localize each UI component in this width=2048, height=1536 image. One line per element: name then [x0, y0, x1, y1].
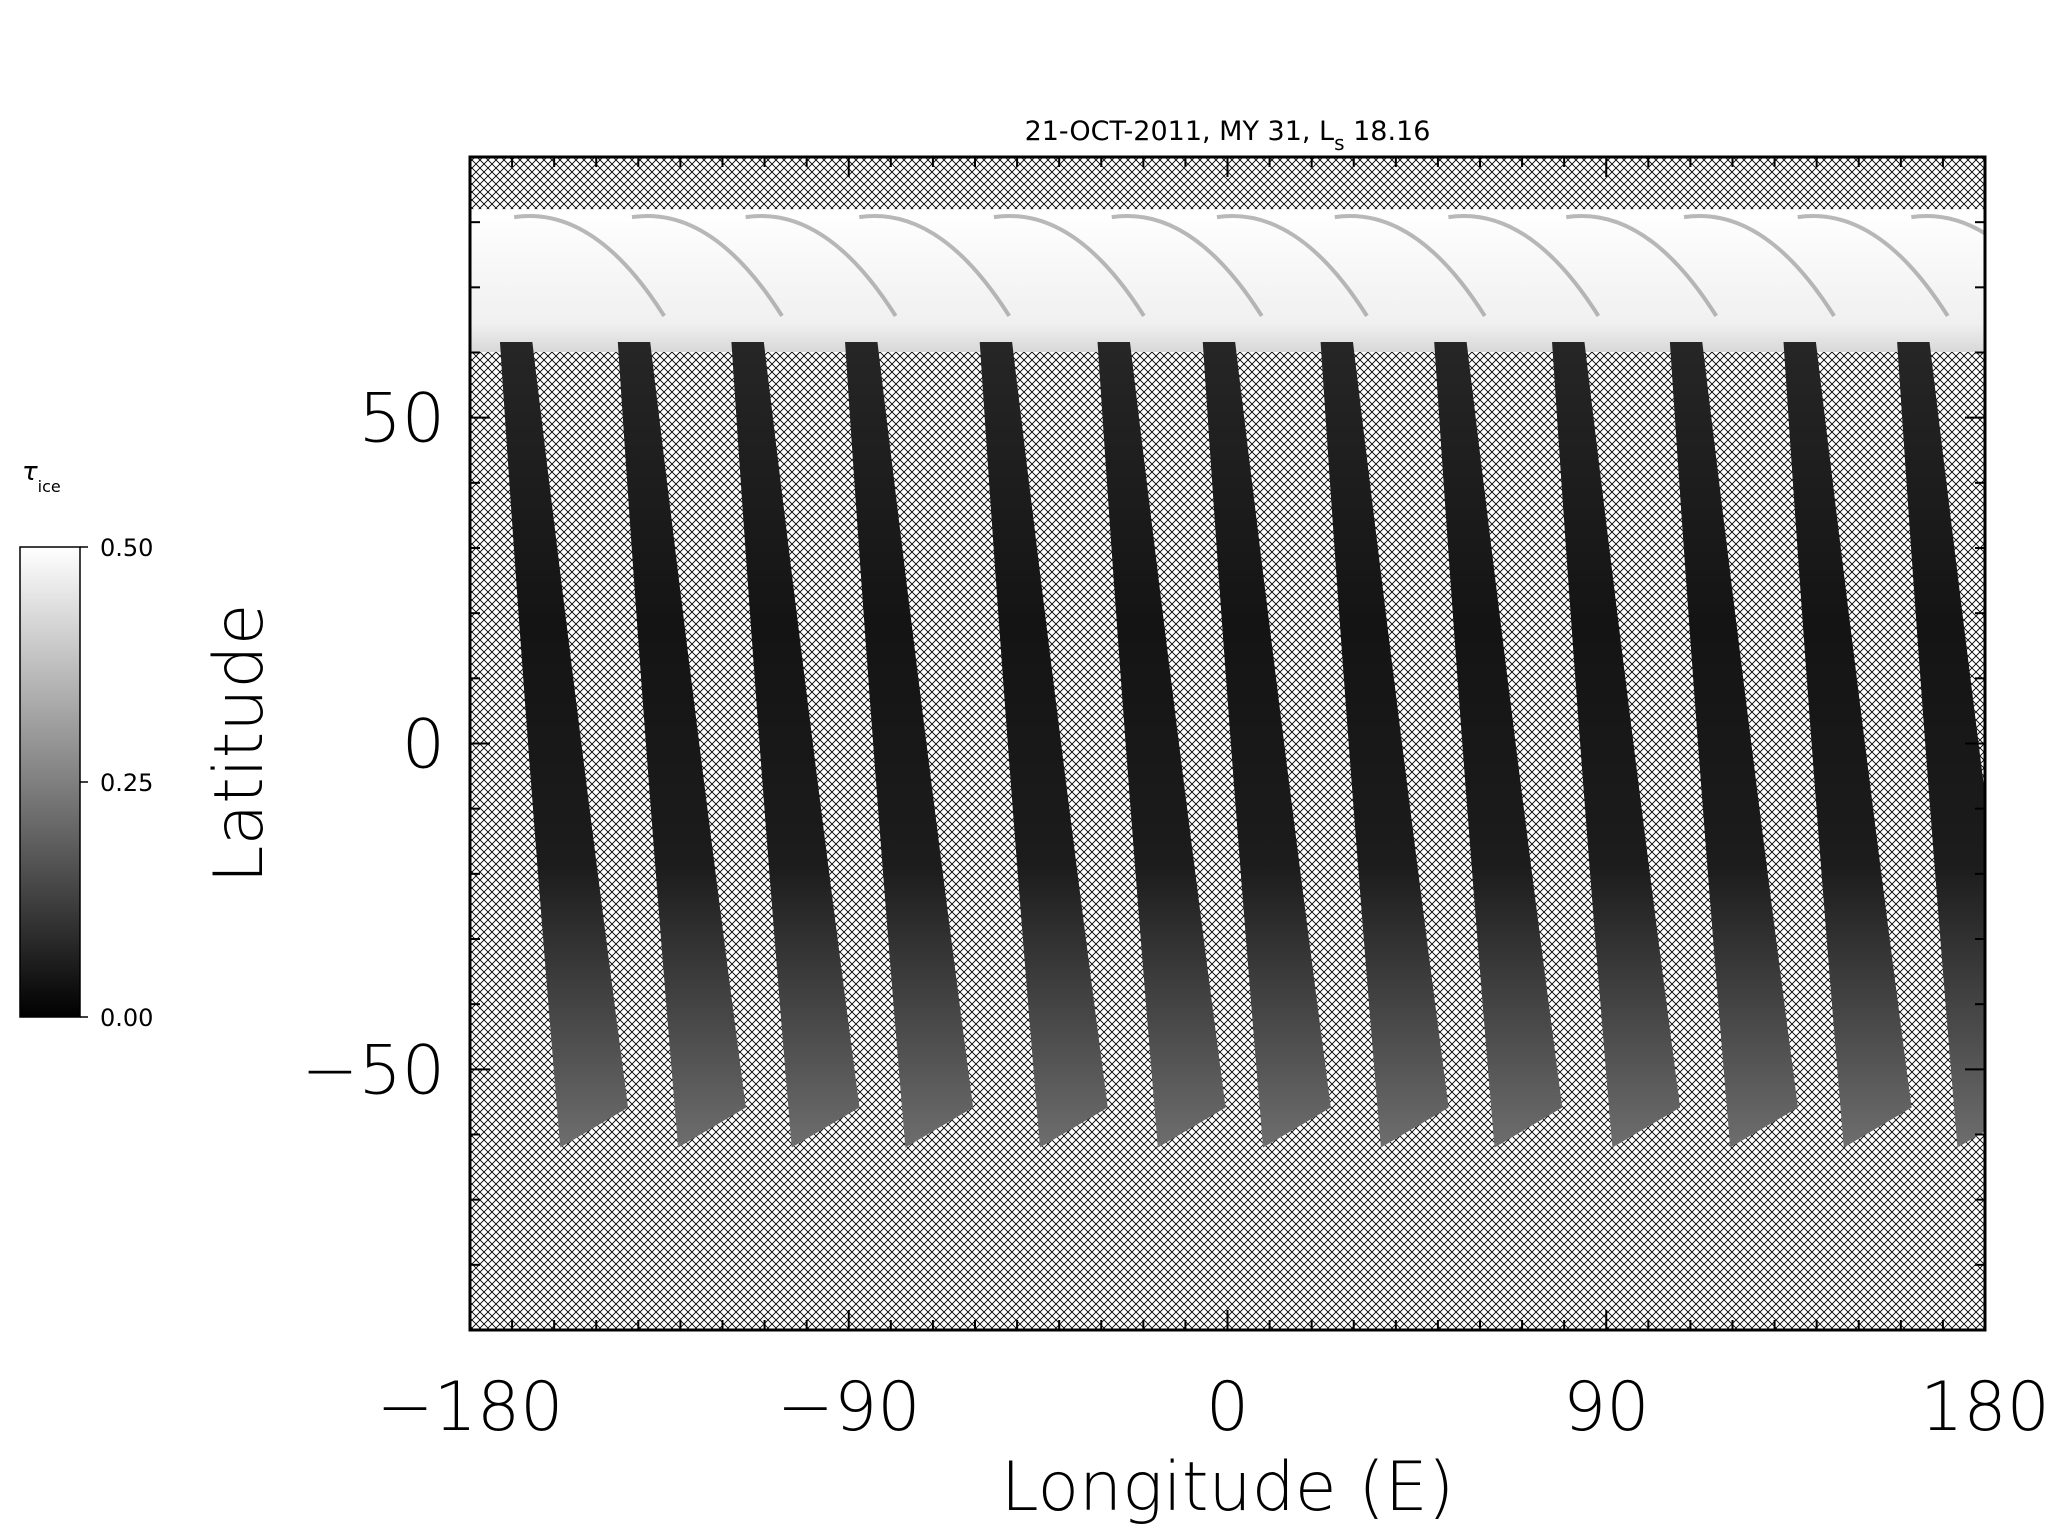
colorbar-tick-label: 0.00 [100, 1004, 153, 1032]
x-tick-label: 90 [1563, 1368, 1650, 1447]
y-tick-label: 0 [402, 706, 445, 785]
swath-6 [1202, 341, 1331, 1148]
x-tick-label: −180 [377, 1368, 564, 1447]
swath-0 [499, 341, 629, 1148]
x-tick-label: 0 [1206, 1368, 1249, 1447]
y-tick-label: 50 [358, 380, 445, 459]
minor-ticks [469, 156, 1986, 1331]
swath-10 [1669, 341, 1798, 1148]
cap-arc-4 [993, 214, 1146, 318]
cap-arc-9 [1565, 214, 1718, 318]
cap-arc-2 [745, 214, 898, 318]
swath-3 [845, 341, 974, 1148]
cap-arc-7 [1334, 214, 1487, 318]
chart-title: 21-OCT-2011, MY 31, Ls 18.16 [1025, 116, 1431, 155]
swath-9 [1552, 341, 1681, 1148]
colorbar-title: τice [22, 457, 61, 496]
swath-1 [617, 341, 746, 1148]
swath-11 [1783, 341, 1912, 1148]
cap-arc-6 [1216, 214, 1369, 318]
swath-2 [731, 341, 860, 1148]
cap-arc-0 [513, 214, 666, 318]
colorbar: τice 0.00 0.25 0.50 [19, 457, 153, 1032]
plot-area [468, 155, 1987, 1332]
colorbar-tick-label: 0.25 [100, 769, 153, 797]
cap-arc-5 [1111, 214, 1264, 318]
swath-4 [979, 341, 1108, 1148]
cap-arc-11 [1797, 214, 1950, 318]
cap-arc-3 [858, 214, 1011, 318]
x-tick-label: 180 [1920, 1368, 2048, 1447]
cap-arc-1 [631, 214, 784, 318]
x-tick-label: −90 [777, 1368, 921, 1447]
cap-arc-8 [1448, 214, 1601, 318]
y-axis: 50 0 −50 [301, 380, 445, 1111]
colorbar-gradient [19, 546, 81, 1018]
cap-arc-12 [1911, 214, 1985, 236]
colorbar-tick-label: 0.50 [100, 534, 153, 562]
swath-12 [1897, 341, 1985, 1148]
swath-8 [1434, 341, 1563, 1148]
x-axis-label: Longitude (E) [1001, 1448, 1455, 1527]
cap-arc-10 [1683, 214, 1836, 318]
colorbar-ticks: 0.00 0.25 0.50 [80, 534, 153, 1032]
y-axis-label: Latitude [200, 604, 279, 884]
swath-5 [1097, 341, 1226, 1148]
polar-cap-band [470, 209, 1985, 352]
swath-7 [1320, 341, 1449, 1148]
y-tick-label: −50 [301, 1031, 445, 1110]
data-layer [470, 209, 1985, 1148]
x-axis: −180 −90 0 90 180 [377, 1368, 2048, 1447]
